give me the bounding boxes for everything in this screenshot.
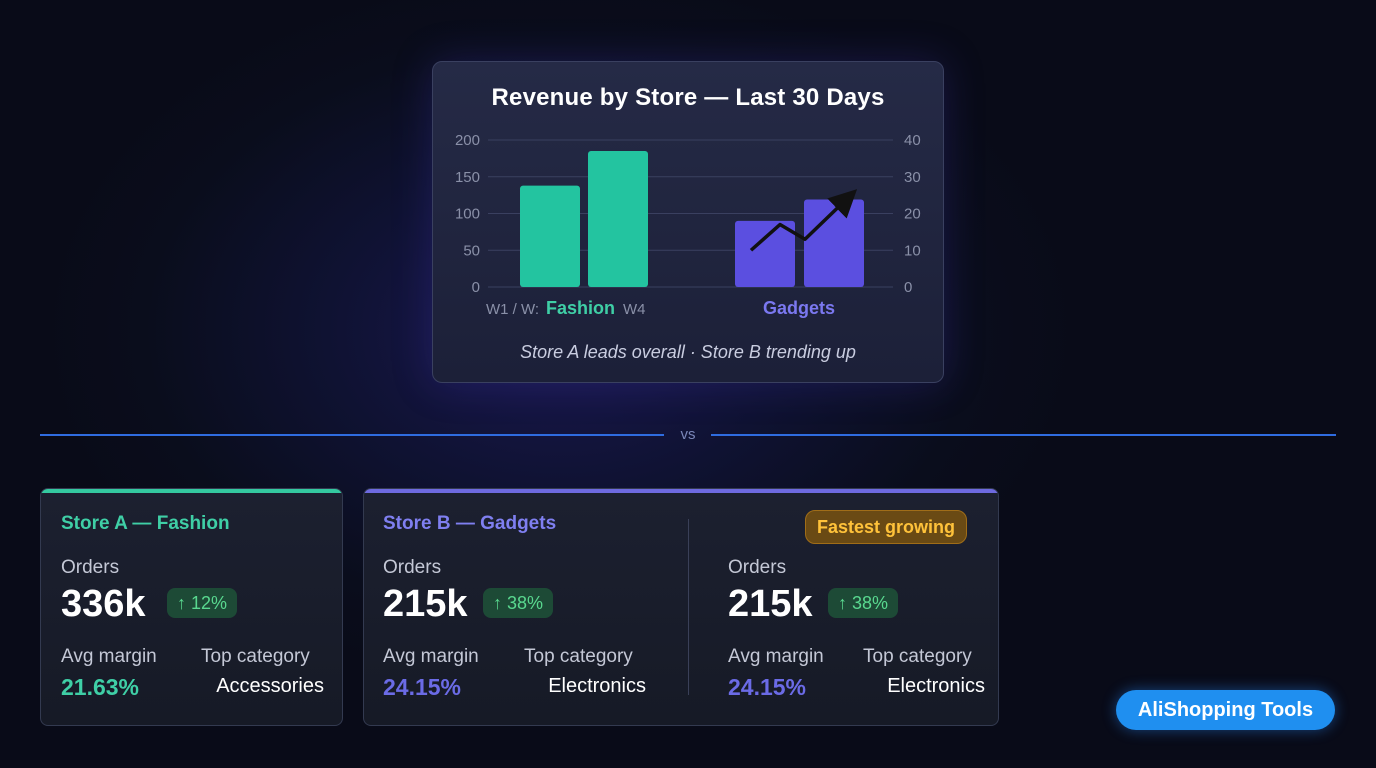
y-right-tick-label: 10	[904, 242, 921, 259]
store-b-category-label: Top category	[524, 646, 633, 667]
y-left-tick-label: 100	[455, 206, 480, 223]
store-b-accent-bar	[364, 489, 998, 493]
store-b-alt-orders-label: Orders	[728, 557, 787, 578]
y-right-tick-label: 30	[904, 169, 921, 186]
revenue-chart-card: Revenue by Store — Last 30 Days 200 40 150…	[432, 61, 944, 383]
vs-label: vs	[680, 426, 696, 443]
x-category-label-fashion: Fashion	[546, 298, 615, 318]
bar-gadgets-1	[735, 220, 795, 287]
bar-gadgets-2	[804, 199, 864, 287]
store-a-card: Store A — Fashion Orders 336k ↑ 12% Avg …	[40, 488, 343, 726]
store-a-title: Store A — Fashion	[61, 513, 230, 534]
chart-caption: Store A leads overall · Store B trending…	[520, 342, 856, 362]
store-b-alt-orders-delta-badge: ↑ 38%	[828, 588, 899, 618]
store-b-orders-delta-badge: ↑ 38%	[483, 588, 554, 618]
store-b-column-divider	[688, 519, 689, 695]
chart-title: Revenue by Store — Last 30 Days	[491, 84, 885, 111]
store-b-margin-label: Avg margin	[383, 646, 479, 667]
y-right-tick-label: 40	[904, 132, 921, 149]
y-left-tick-label: 200	[455, 132, 480, 149]
store-b-margin-value: 24.15%	[383, 674, 462, 700]
alishopping-tools-badge[interactable]: AliShopping Tools	[1116, 690, 1335, 730]
y-right-tick-label: 0	[904, 279, 912, 296]
x-week-label-end: W4	[623, 301, 646, 318]
store-a-margin-value: 21.63%	[61, 674, 140, 700]
store-b-alt-orders-value: 215k	[728, 583, 813, 625]
store-a-orders-delta-badge: ↑ 12%	[167, 588, 238, 618]
store-b-title: Store B — Gadgets	[383, 513, 557, 534]
y-left-tick-label: 150	[455, 169, 480, 186]
store-b-card: Store B — Gadgets Fastest growing Orders…	[363, 488, 999, 726]
y-right-tick-label: 20	[904, 206, 921, 223]
store-a-accent-bar	[41, 489, 342, 493]
divider-line-right	[711, 434, 1336, 436]
store-b-category-value: Electronics	[548, 675, 646, 697]
bar-fashion-1	[520, 185, 580, 287]
store-b-alt-margin-label: Avg margin	[728, 646, 824, 667]
y-left-tick-label: 50	[463, 242, 480, 259]
fastest-growing-badge: Fastest growing	[805, 510, 968, 544]
store-a-orders-label: Orders	[61, 557, 120, 578]
x-week-label-start: W1 / W:	[486, 301, 539, 318]
store-b-orders-label: Orders	[383, 557, 442, 578]
store-b-alt-category-label: Top category	[863, 646, 972, 667]
x-category-label-gadgets: Gadgets	[763, 298, 835, 318]
store-a-orders-value: 336k	[61, 583, 146, 625]
store-a-category-label: Top category	[201, 646, 310, 667]
bar-fashion-2	[588, 151, 648, 287]
store-b-alt-category-value: Electronics	[887, 675, 985, 697]
trend-line	[749, 189, 858, 252]
divider-line-left	[40, 434, 664, 436]
store-b-orders-value: 215k	[383, 583, 468, 625]
store-a-margin-label: Avg margin	[61, 646, 157, 667]
store-a-category-value: Accessories	[216, 675, 324, 697]
store-b-alt-margin-value: 24.15%	[728, 674, 807, 700]
y-left-tick-label: 0	[472, 279, 480, 296]
